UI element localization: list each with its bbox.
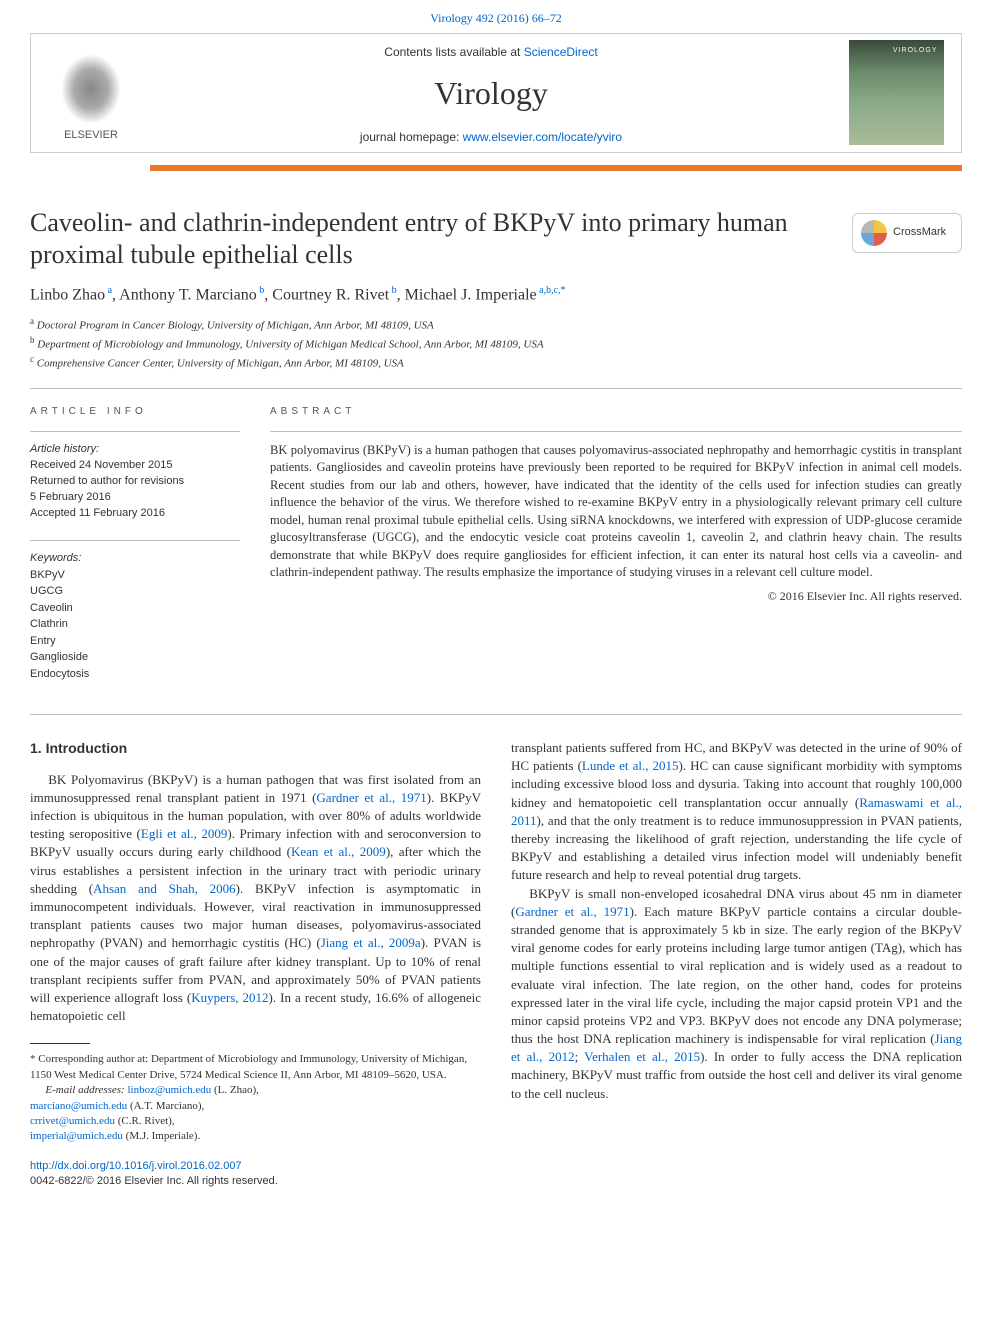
citation-link[interactable]: Gardner et al., 1971 xyxy=(515,904,629,919)
keyword: BKPyV xyxy=(30,567,240,584)
email-label: E-mail addresses: xyxy=(45,1084,127,1096)
article-history: Article history: Received 24 November 20… xyxy=(30,442,240,522)
corresponding-author: * Corresponding author at: Department of… xyxy=(30,1052,481,1144)
keyword: Ganglioside xyxy=(30,649,240,666)
affiliation: a Doctoral Program in Cancer Biology, Un… xyxy=(30,315,962,334)
sciencedirect-link[interactable]: ScienceDirect xyxy=(524,45,598,59)
abstract-column: ABSTRACT BK polyomavirus (BKPyV) is a hu… xyxy=(270,389,962,700)
header-citation: Virology 492 (2016) 66–72 xyxy=(0,0,992,33)
citation-link[interactable]: Verhalen et al., 2015 xyxy=(584,1049,700,1064)
footer: http://dx.doi.org/10.1016/j.virol.2016.0… xyxy=(30,1159,962,1190)
keyword: Caveolin xyxy=(30,600,240,617)
publisher-logo-area: ELSEVIER xyxy=(31,34,151,152)
crossmark-icon xyxy=(861,220,887,246)
citation-link[interactable]: Gardner et al., 1971 xyxy=(316,790,426,805)
journal-name: Virology xyxy=(151,71,831,116)
footnote-divider xyxy=(30,1043,90,1044)
journal-cover-area: VIROLOGY xyxy=(831,34,961,152)
elsevier-tree-icon xyxy=(61,54,121,124)
accent-bar xyxy=(150,165,962,171)
abstract-copyright: © 2016 Elsevier Inc. All rights reserved… xyxy=(270,588,962,605)
citation-link[interactable]: Ahsan and Shah, 2006 xyxy=(93,881,236,896)
intro-para-1: BK Polyomavirus (BKPyV) is a human patho… xyxy=(30,771,481,1026)
author-affil-sup: b xyxy=(389,285,397,296)
citation-link[interactable]: Virology 492 (2016) 66–72 xyxy=(430,11,562,25)
homepage-line: journal homepage: www.elsevier.com/locat… xyxy=(151,129,831,146)
header-center: Contents lists available at ScienceDirec… xyxy=(151,34,831,152)
intro-para-2: transplant patients suffered from HC, an… xyxy=(511,739,962,885)
history-line: Returned to author for revisions xyxy=(30,474,240,490)
article-title: Caveolin- and clathrin-independent entry… xyxy=(30,207,830,272)
history-line: Accepted 11 February 2016 xyxy=(30,506,240,522)
issn-copyright: 0042-6822/© 2016 Elsevier Inc. All right… xyxy=(30,1175,278,1187)
elsevier-logo: ELSEVIER xyxy=(61,54,121,143)
history-line: Received 24 November 2015 xyxy=(30,458,240,474)
journal-cover-icon: VIROLOGY xyxy=(849,40,944,145)
citation-link[interactable]: Jiang et al., 2009a xyxy=(321,935,421,950)
affiliation: b Department of Microbiology and Immunol… xyxy=(30,334,962,353)
citation-link[interactable]: Kean et al., 2009 xyxy=(291,844,386,859)
citation-link[interactable]: Kuypers, 2012 xyxy=(191,990,268,1005)
author-name: Anthony T. Marciano xyxy=(119,286,257,303)
publisher-name: ELSEVIER xyxy=(64,129,118,141)
divider xyxy=(30,431,240,432)
email-link[interactable]: linboz@umich.edu xyxy=(127,1084,211,1096)
journal-homepage-link[interactable]: www.elsevier.com/locate/yviro xyxy=(463,130,622,144)
email-link[interactable]: imperial@umich.edu xyxy=(30,1130,123,1142)
keyword: Entry xyxy=(30,633,240,650)
crossmark-label: CrossMark xyxy=(893,225,946,240)
divider xyxy=(30,540,240,541)
author-name: Linbo Zhao xyxy=(30,286,105,303)
abstract-heading: ABSTRACT xyxy=(270,405,962,419)
left-column: 1. Introduction BK Polyomavirus (BKPyV) … xyxy=(30,739,481,1145)
email-link[interactable]: crrivet@umich.edu xyxy=(30,1115,115,1127)
divider xyxy=(30,714,962,715)
intro-heading: 1. Introduction xyxy=(30,739,481,759)
author-affil-sup: a xyxy=(105,285,112,296)
author-affil-sup: a,b,c,* xyxy=(537,285,566,296)
author-name: Courtney R. Rivet xyxy=(272,286,389,303)
star-icon: * xyxy=(30,1053,38,1065)
abstract-text: BK polyomavirus (BKPyV) is a human patho… xyxy=(270,442,962,582)
citation-link[interactable]: Egli et al., 2009 xyxy=(141,826,228,841)
affiliations: a Doctoral Program in Cancer Biology, Un… xyxy=(30,315,962,372)
affiliation: c Comprehensive Cancer Center, Universit… xyxy=(30,353,962,372)
history-line: 5 February 2016 xyxy=(30,490,240,506)
keyword: Clathrin xyxy=(30,616,240,633)
author-affil-sup: b xyxy=(257,285,265,296)
doi-link[interactable]: http://dx.doi.org/10.1016/j.virol.2016.0… xyxy=(30,1160,242,1172)
keyword: Endocytosis xyxy=(30,666,240,683)
history-label: Article history: xyxy=(30,442,240,458)
crossmark-badge[interactable]: CrossMark xyxy=(852,213,962,253)
keyword: UGCG xyxy=(30,583,240,600)
keywords-block: Keywords: BKPyVUGCGCaveolinClathrinEntry… xyxy=(30,551,240,682)
journal-cover-label: VIROLOGY xyxy=(893,46,938,56)
article-info-heading: ARTICLE INFO xyxy=(30,405,240,419)
email-link[interactable]: marciano@umich.edu xyxy=(30,1100,127,1112)
right-column: transplant patients suffered from HC, an… xyxy=(511,739,962,1145)
intro-para-3: BKPyV is small non-enveloped icosahedral… xyxy=(511,885,962,1103)
journal-header-box: ELSEVIER Contents lists available at Sci… xyxy=(30,33,962,153)
author-name: Michael J. Imperiale xyxy=(405,286,537,303)
citation-link[interactable]: Lunde et al., 2015 xyxy=(582,758,679,773)
article-info-column: ARTICLE INFO Article history: Received 2… xyxy=(30,389,240,700)
contents-line: Contents lists available at ScienceDirec… xyxy=(151,44,831,61)
authors-line: Linbo Zhao a, Anthony T. Marciano b, Cou… xyxy=(30,284,962,307)
divider xyxy=(270,431,962,432)
keywords-label: Keywords: xyxy=(30,551,240,567)
